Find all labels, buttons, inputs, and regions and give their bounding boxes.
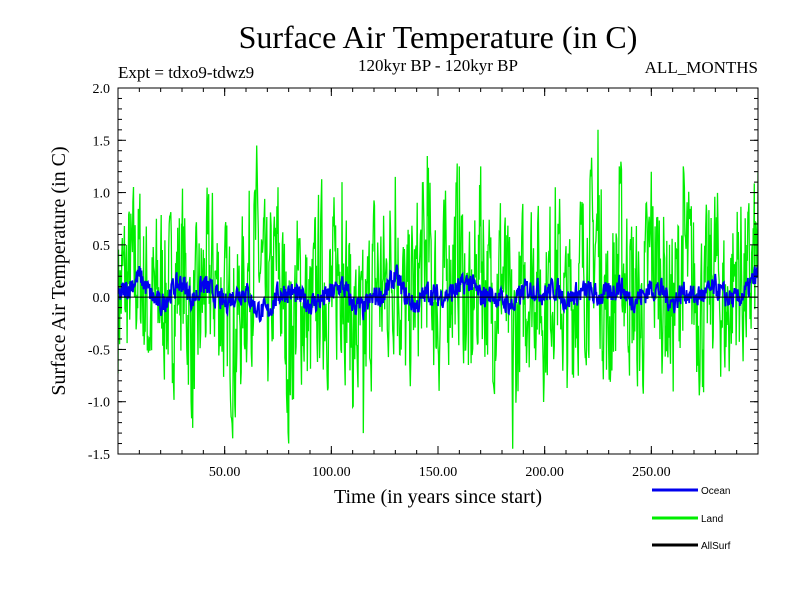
legend: Ocean Land AllSurf [652,486,731,552]
y-tick-label: 2.0 [93,82,111,97]
x-axis-label: Time (in years since start) [334,486,542,508]
plot-area [118,88,758,454]
chart-subtitle: 120kyr BP - 120kyr BP [358,56,518,75]
months-label: ALL_MONTHS [645,58,758,77]
y-tick-label: 0.5 [93,239,111,254]
y-tick-label: -0.5 [88,343,110,358]
x-tick-label: 100.00 [312,465,351,480]
y-tick-label: 1.0 [93,187,111,202]
y-axis-label: Surface Air Temperature (in C) [48,146,70,395]
y-tick-label: -1.5 [88,448,110,463]
y-axis: -1.5 -1.0 -0.5 0.0 0.5 1.0 1.5 2.0 [88,82,758,463]
chart-title: Surface Air Temperature (in C) [239,19,638,55]
series-layer [118,129,758,449]
y-tick-label: 0.0 [93,291,111,306]
y-tick-label: 1.5 [93,134,111,149]
x-tick-label: 50.00 [209,465,241,480]
y-tick-label: -1.0 [88,396,110,411]
x-tick-label: 250.00 [632,465,671,480]
series-land-line [118,129,758,449]
series-ocean-line [118,264,758,323]
legend-label-allsurf: AllSurf [701,541,731,552]
x-tick-label: 200.00 [525,465,564,480]
experiment-label: Expt = tdxo9-tdwz9 [118,63,254,82]
x-axis: 50.00 100.00 150.00 200.00 250.00 [138,88,738,480]
x-tick-label: 150.00 [419,465,458,480]
legend-label-ocean: Ocean [701,486,730,497]
legend-label-land: Land [701,514,723,525]
